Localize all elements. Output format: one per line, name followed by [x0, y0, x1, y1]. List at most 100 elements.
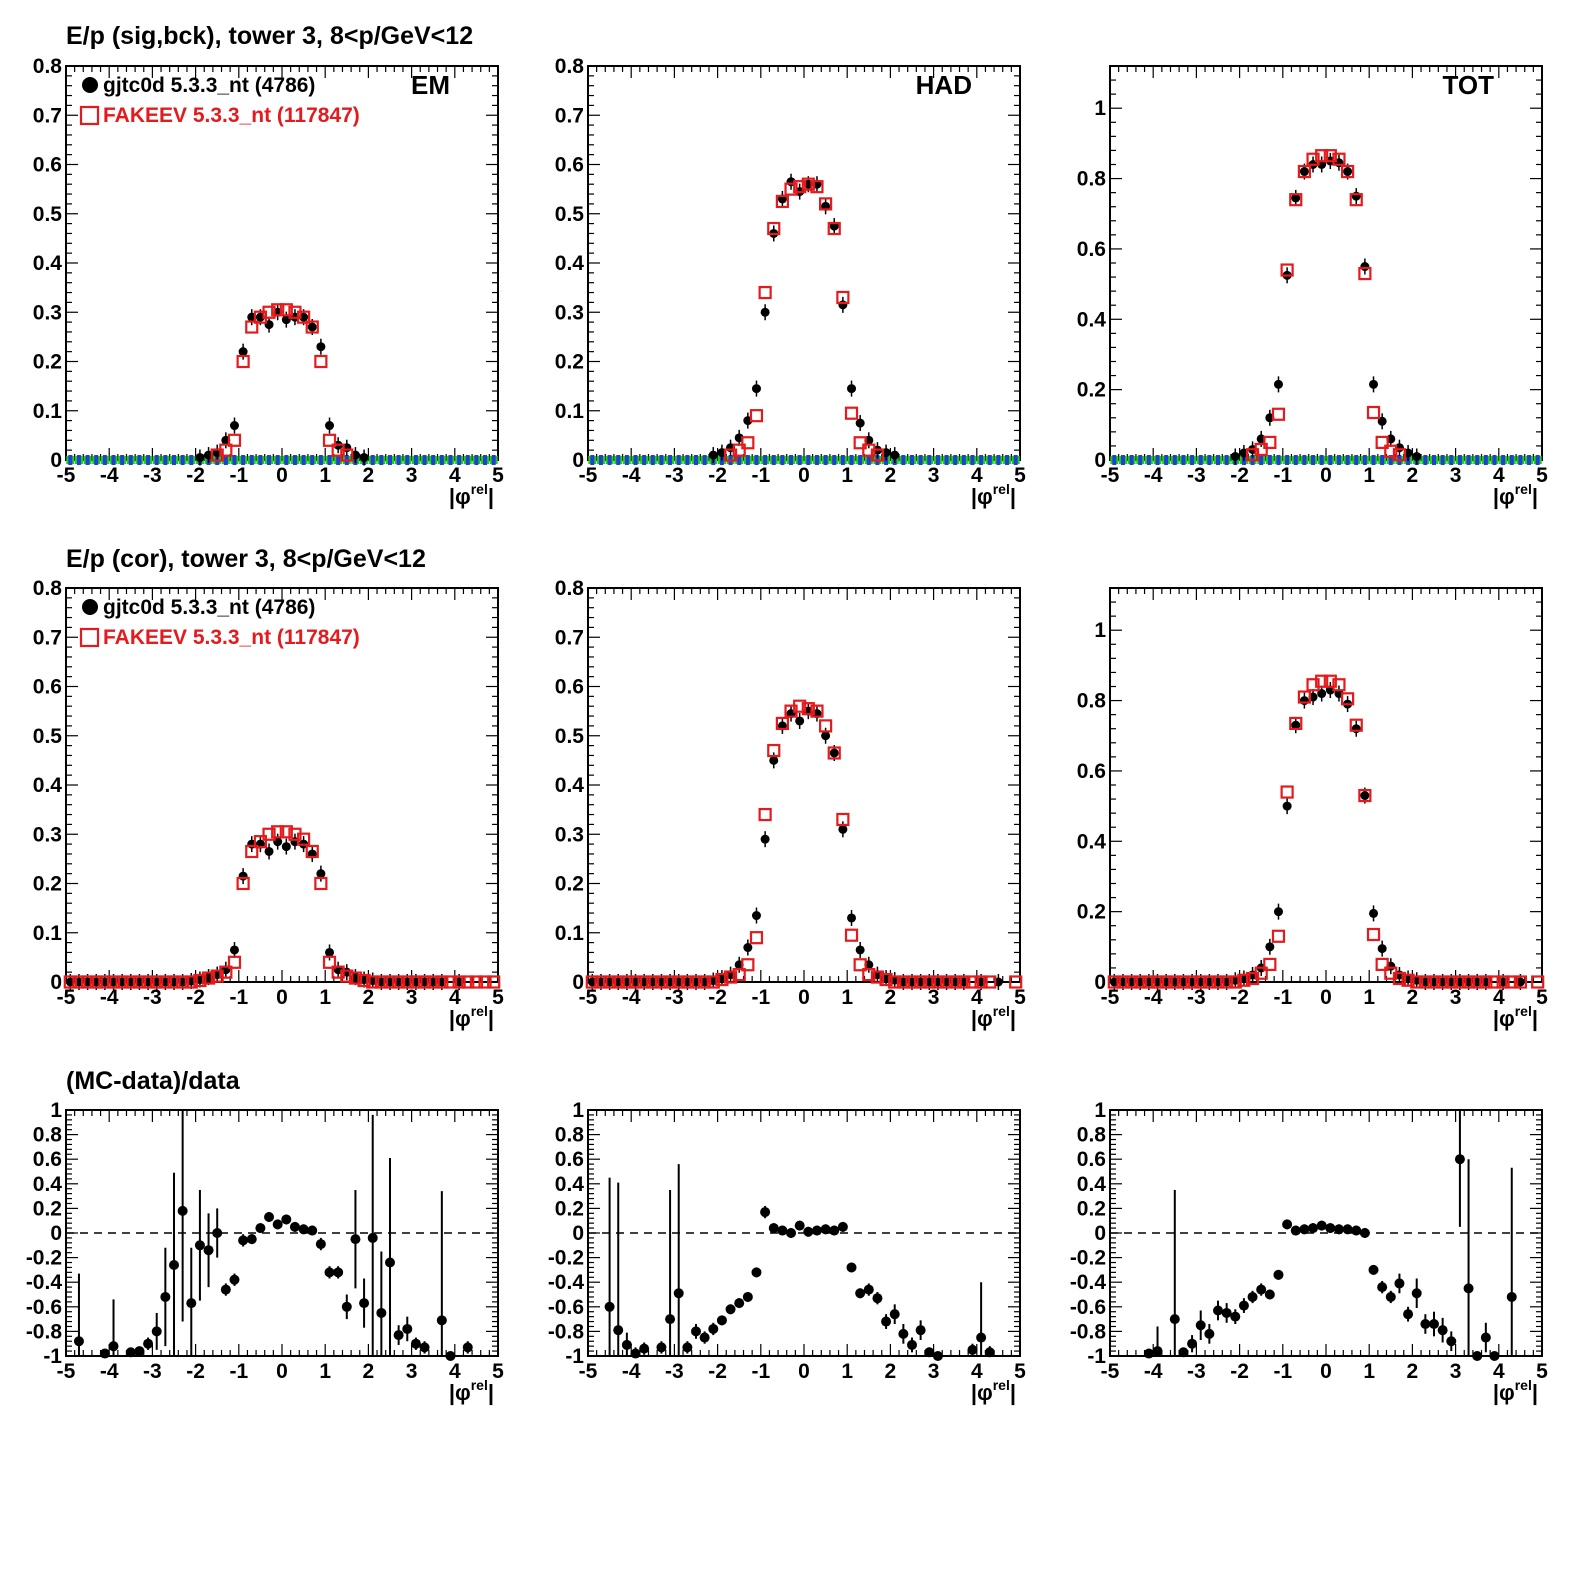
mc-marker — [1392, 448, 1407, 462]
bck-data-marker — [814, 455, 819, 465]
bck-data-marker — [422, 455, 427, 465]
y-tick-label: 0.2 — [1077, 901, 1106, 924]
bck-data-marker — [232, 455, 237, 465]
bck-data-marker — [1380, 455, 1385, 465]
ratio-point — [716, 1315, 727, 1326]
x-tick-label: -5 — [579, 464, 598, 487]
mc-marker — [957, 975, 971, 989]
bck-data-marker — [258, 455, 263, 465]
data-marker — [838, 824, 848, 834]
ratio-point — [289, 1221, 300, 1232]
mc-marker — [193, 973, 207, 988]
mc-marker — [879, 972, 893, 987]
ratio-point — [777, 1225, 788, 1236]
mc-marker — [366, 975, 380, 989]
mc-marker — [1392, 971, 1407, 986]
y-tick-label: 0.4 — [33, 1173, 63, 1196]
bck-data-marker — [1181, 455, 1186, 465]
y-tick-label: 1 — [1094, 1099, 1106, 1122]
mc-marker — [801, 177, 815, 191]
y-tick-label: 0.2 — [1077, 1197, 1106, 1220]
mc-marker — [715, 972, 729, 987]
mc-marker — [245, 844, 259, 859]
ratio-point — [907, 1339, 917, 1350]
data-marker — [1369, 379, 1379, 389]
mc-marker — [620, 975, 634, 989]
x-tick-label: -4 — [100, 986, 119, 1009]
data-marker — [838, 300, 848, 310]
bck-data-marker — [685, 455, 690, 465]
x-tick-label: -5 — [1101, 464, 1120, 487]
data-marker — [1369, 908, 1379, 918]
x-tick-label: 2 — [363, 986, 375, 1009]
ratio-point — [462, 1342, 473, 1353]
mc-marker — [1340, 692, 1355, 706]
y-tick-label: -0.4 — [1070, 1271, 1107, 1294]
x-tick-label: -3 — [665, 986, 684, 1009]
mc-marker — [914, 975, 928, 989]
y-tick-label: 0 — [1094, 971, 1106, 994]
x-tick-label: 3 — [928, 1360, 940, 1383]
ratio-point — [1454, 1154, 1465, 1165]
bck-data-marker — [457, 455, 462, 465]
bck-data-marker — [996, 455, 1001, 465]
bck-data-marker — [987, 455, 992, 465]
x-tick-label: 3 — [1450, 1360, 1462, 1383]
x-axis-label: |φrel| — [971, 1377, 1016, 1405]
bck-data-marker — [970, 455, 975, 465]
mc-marker — [784, 182, 798, 196]
mc-marker — [392, 975, 406, 989]
y-tick-label: 0.7 — [33, 104, 62, 127]
mc-marker — [1306, 678, 1320, 692]
ratio-point — [760, 1207, 771, 1218]
bck-data-marker — [927, 455, 932, 465]
mc-marker — [1531, 975, 1545, 989]
bck-data-marker — [1005, 455, 1010, 465]
y-tick-label: 0.1 — [555, 400, 585, 423]
data-marker — [307, 322, 317, 332]
mc-marker — [1271, 407, 1286, 421]
bck-data-marker — [1198, 455, 1203, 465]
y-tick-label: 0.8 — [1077, 1124, 1107, 1147]
mc-marker — [426, 975, 440, 989]
mc-marker — [1271, 929, 1286, 943]
ratio-point — [665, 1314, 676, 1325]
mc-marker — [409, 975, 423, 989]
ratio-point — [333, 1267, 344, 1278]
bck-data-marker — [1224, 455, 1229, 465]
ratio-point — [1420, 1319, 1431, 1330]
data-marker — [847, 384, 857, 394]
mc-marker — [1116, 975, 1130, 989]
bck-data-marker — [1535, 455, 1540, 465]
y-tick-label: 0.4 — [555, 774, 585, 797]
ratio-point — [820, 1224, 831, 1235]
mc-marker — [801, 702, 815, 716]
mc-marker — [698, 975, 712, 989]
x-tick-label: -5 — [57, 986, 76, 1009]
mc-marker — [1436, 975, 1450, 989]
y-tick-label: 0.7 — [555, 626, 584, 649]
x-tick-label: 3 — [928, 986, 940, 1009]
data-marker — [760, 307, 770, 317]
y-tick-label: 0.5 — [555, 725, 585, 748]
bck-data-marker — [241, 455, 246, 465]
mc-marker — [141, 975, 155, 989]
mc-marker — [1332, 152, 1346, 166]
ratio-point — [742, 1291, 753, 1302]
ratio-point — [1247, 1291, 1258, 1302]
mc-marker — [628, 975, 643, 989]
bck-data-marker — [267, 455, 272, 465]
mc-marker — [611, 975, 625, 989]
mc-marker — [305, 320, 319, 334]
mc-marker — [775, 716, 790, 731]
mc-marker — [870, 448, 885, 462]
ratio-point — [281, 1214, 292, 1225]
ratio-point — [177, 1205, 188, 1216]
panel-ratio-had: -5 -4 -3 -2 -1 0 1 2 3 4 5-1-0.8-0.6-0.4-0.200.20.… — [548, 1099, 1026, 1405]
panel-ratio-tot: -5 -4 -3 -2 -1 0 1 2 3 4 5-1-0.8-0.6-0.4-0.200.20.… — [1070, 1099, 1548, 1405]
mc-marker — [1349, 718, 1363, 732]
mc-marker — [827, 221, 841, 236]
y-tick-label: 0.3 — [555, 823, 584, 846]
x-tick-label: -4 — [100, 464, 119, 487]
